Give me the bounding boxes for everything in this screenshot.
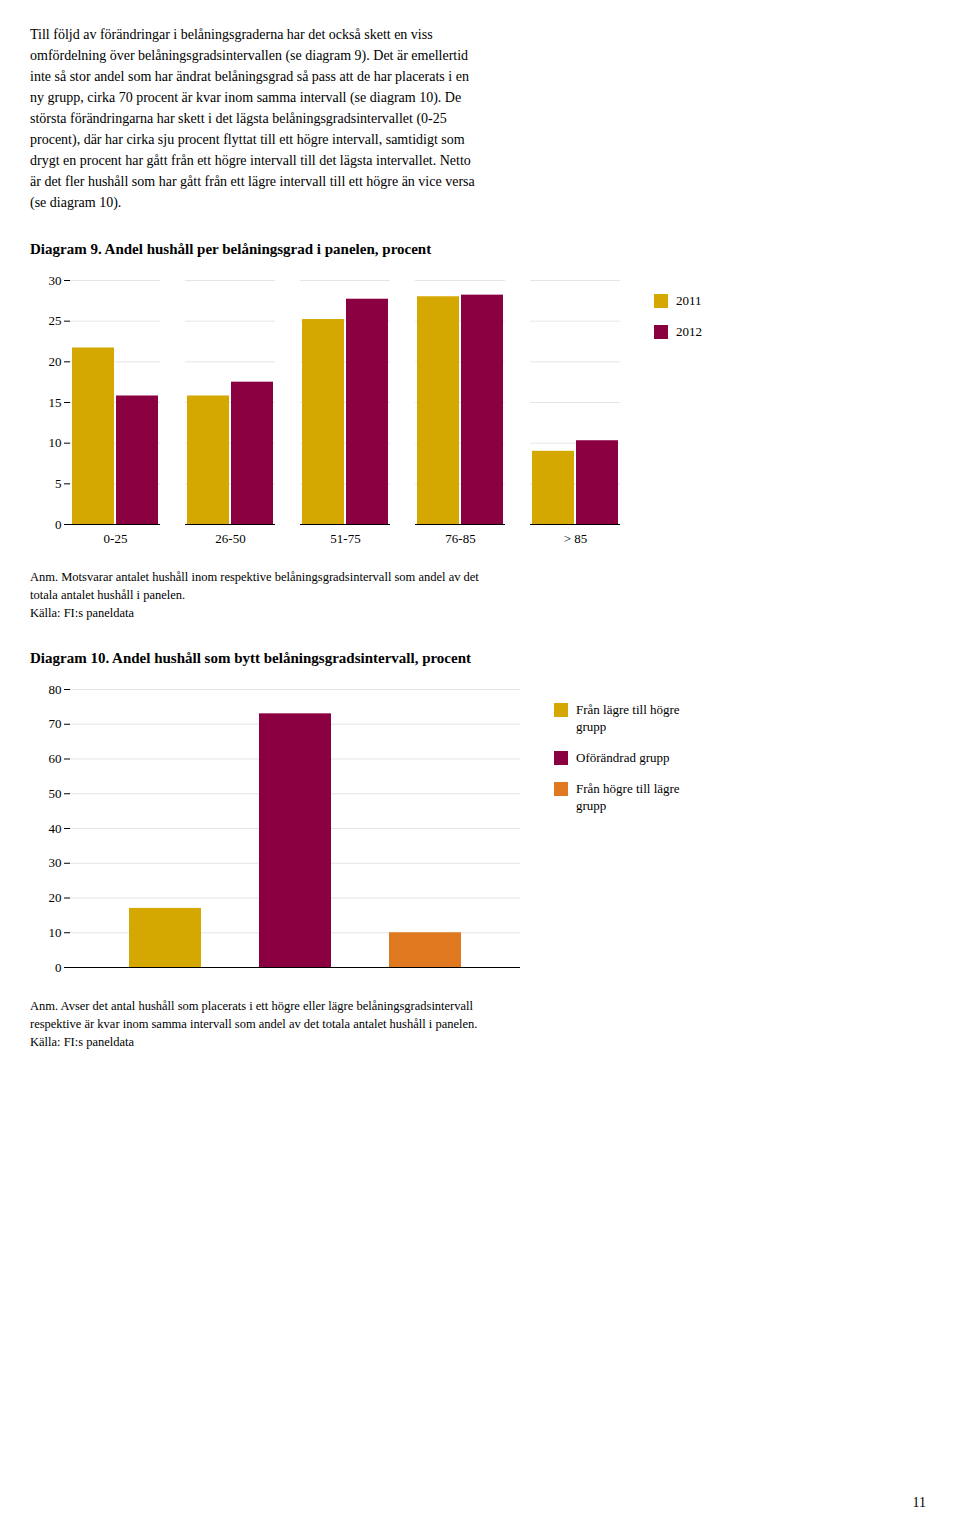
- html-text:Källa: FI:s paneldata: Källa: FI:s paneldata: [30, 1035, 135, 1049]
- svg-text:> 85: > 85: [564, 531, 588, 546]
- html-text:2011: 2011: [676, 293, 702, 308]
- svg-text:10: 10: [49, 925, 62, 940]
- svg-text:80: 80: [49, 682, 62, 697]
- svg-text:60: 60: [49, 751, 62, 766]
- html-text:2012: 2012: [676, 324, 702, 339]
- svg-text:10: 10: [49, 435, 62, 450]
- html-text:Diagram 10. Andel hushåll som: Diagram 10. Andel hushåll som bytt belån…: [30, 650, 471, 666]
- svg-text:40: 40: [49, 821, 62, 836]
- html-text:Oförändrad grupp: Oförändrad grupp: [576, 750, 670, 765]
- svg-text:76-85: 76-85: [445, 531, 475, 546]
- svg-text:51-75: 51-75: [330, 531, 360, 546]
- html-text:11: 11: [912, 1495, 926, 1510]
- html-text:procent), där har cirka sju pr: procent), där har cirka sju procent flyt…: [30, 132, 465, 147]
- html-text:(se diagram 10).: (se diagram 10).: [30, 195, 122, 210]
- svg-text:30: 30: [49, 855, 62, 870]
- html-text:Från lägre till högre grupp: Från lägre till högre grupp: [576, 702, 680, 734]
- svg-text:25: 25: [49, 313, 62, 328]
- html-text:Till följd av förändringar i b: Till följd av förändringar i belåningsgr…: [30, 27, 433, 42]
- svg-text:26-50: 26-50: [215, 531, 245, 546]
- svg-text:0-25: 0-25: [104, 531, 128, 546]
- html-text:ny grupp, cirka 70 procent är: ny grupp, cirka 70 procent är kvar inom …: [30, 90, 462, 105]
- html-text:Diagram 9. Andel hushåll per b: Diagram 9. Andel hushåll per belåningsgr…: [30, 241, 432, 257]
- svg-text:5: 5: [55, 476, 62, 491]
- html-text:Anm. Motsvarar antalet hushåll: Anm. Motsvarar antalet hushåll inom resp…: [30, 570, 479, 584]
- svg-text:30: 30: [49, 273, 62, 288]
- html-text:inte så stor andel som har änd: inte så stor andel som har ändrat belåni…: [30, 69, 469, 84]
- html-text:är det fler hushåll som har gå: är det fler hushåll som har gått från et…: [30, 174, 475, 189]
- svg-text:0: 0: [55, 517, 62, 532]
- svg-text:70: 70: [49, 716, 62, 731]
- svg-text:20: 20: [49, 890, 62, 905]
- html-text:drygt en procent har gått från: drygt en procent har gått från ett högre…: [30, 153, 471, 168]
- svg-text:20: 20: [49, 354, 62, 369]
- html-text:Källa: FI:s paneldata: Källa: FI:s paneldata: [30, 606, 135, 620]
- html-text:respektive är kvar inom samma: respektive är kvar inom samma intervall …: [30, 1017, 478, 1031]
- html-text:Från högre till lägre grupp: Från högre till lägre grupp: [576, 781, 680, 813]
- svg-text:15: 15: [49, 395, 62, 410]
- html-text:största förändringarna har ske: största förändringarna har skett i det l…: [30, 111, 447, 126]
- svg-text:0: 0: [55, 960, 62, 975]
- svg-text:50: 50: [49, 786, 62, 801]
- html-text:Anm. Avser det antal hushåll s: Anm. Avser det antal hushåll som placera…: [30, 999, 473, 1013]
- html-text:totala antalet hushåll i panel: totala antalet hushåll i panelen.: [30, 588, 186, 602]
- html-text:omfördelning över belåningsgra: omfördelning över belåningsgradsinterval…: [30, 48, 469, 63]
